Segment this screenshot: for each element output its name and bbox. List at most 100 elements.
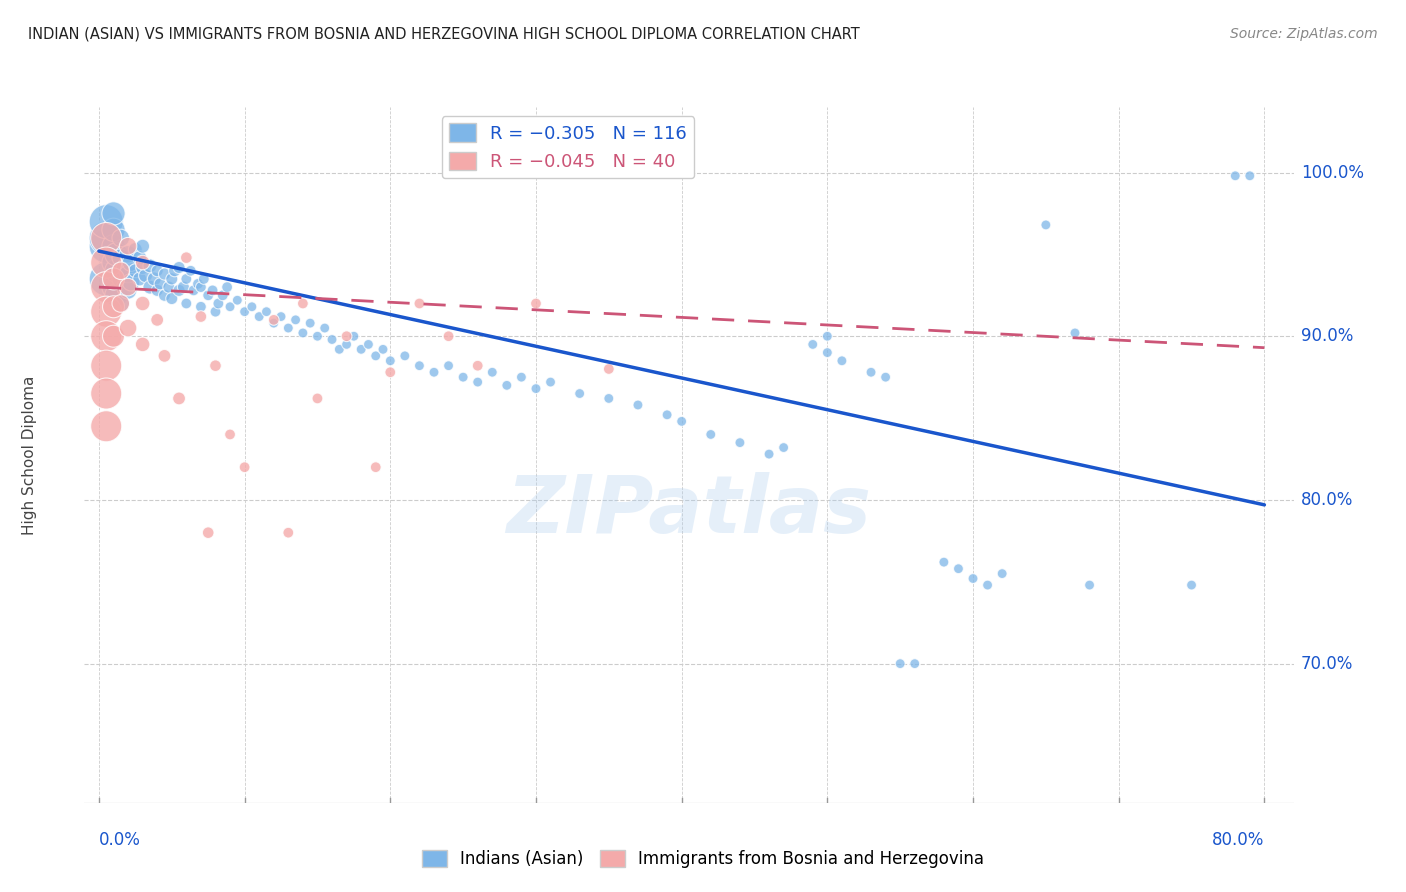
Point — [139, 280, 162, 294]
Point — [291, 326, 314, 340]
Point — [263, 316, 285, 330]
Point — [110, 296, 132, 310]
Point — [256, 304, 278, 318]
Point — [437, 329, 460, 343]
Point — [131, 239, 153, 253]
Point — [105, 288, 128, 302]
Point — [135, 268, 157, 283]
Point — [117, 239, 139, 253]
Text: 80.0%: 80.0% — [1301, 491, 1353, 509]
Point — [270, 310, 292, 324]
Point — [167, 392, 190, 406]
Point — [343, 329, 366, 343]
Point — [146, 313, 169, 327]
Point — [197, 525, 219, 540]
Point — [146, 284, 169, 298]
Point — [120, 275, 142, 289]
Text: 0.0%: 0.0% — [98, 830, 141, 848]
Point — [233, 460, 256, 475]
Point — [364, 349, 387, 363]
Point — [96, 304, 118, 318]
Point — [117, 247, 139, 261]
Point — [284, 313, 307, 327]
Point — [167, 284, 190, 298]
Point — [96, 419, 118, 434]
Point — [149, 277, 172, 291]
Point — [153, 267, 176, 281]
Point — [277, 525, 299, 540]
Point — [408, 296, 430, 310]
Point — [328, 343, 350, 357]
Point — [962, 572, 984, 586]
Point — [190, 300, 212, 314]
Point — [187, 277, 209, 291]
Point — [163, 264, 186, 278]
Point — [655, 408, 678, 422]
Legend: R = −0.305   N = 116, R = −0.045   N = 40: R = −0.305 N = 116, R = −0.045 N = 40 — [441, 116, 695, 178]
Point — [394, 349, 416, 363]
Point — [193, 272, 215, 286]
Point — [627, 398, 650, 412]
Point — [176, 251, 198, 265]
Point — [103, 206, 125, 220]
Point — [451, 370, 474, 384]
Point — [700, 427, 723, 442]
Point — [815, 345, 838, 359]
Point — [247, 310, 270, 324]
Point — [167, 260, 190, 275]
Point — [139, 259, 162, 273]
Point — [96, 231, 118, 245]
Text: 90.0%: 90.0% — [1301, 327, 1353, 345]
Point — [991, 566, 1014, 581]
Point — [380, 353, 402, 368]
Point — [350, 343, 373, 357]
Point — [190, 310, 212, 324]
Point — [105, 264, 128, 278]
Point — [1225, 169, 1247, 183]
Point — [131, 255, 153, 269]
Point — [598, 362, 620, 376]
Point — [299, 316, 322, 330]
Point — [904, 657, 927, 671]
Point — [103, 272, 125, 286]
Point — [671, 414, 693, 428]
Point — [160, 272, 183, 286]
Point — [467, 359, 489, 373]
Point — [263, 313, 285, 327]
Text: INDIAN (ASIAN) VS IMMIGRANTS FROM BOSNIA AND HERZEGOVINA HIGH SCHOOL DIPLOMA COR: INDIAN (ASIAN) VS IMMIGRANTS FROM BOSNIA… — [28, 27, 860, 42]
Point — [197, 288, 219, 302]
Point — [889, 657, 911, 671]
Point — [423, 365, 446, 379]
Point — [96, 272, 118, 286]
Point — [277, 321, 299, 335]
Point — [307, 329, 329, 343]
Point — [481, 365, 503, 379]
Point — [815, 329, 838, 343]
Point — [103, 223, 125, 237]
Legend: Indians (Asian), Immigrants from Bosnia and Herzegovina: Indians (Asian), Immigrants from Bosnia … — [415, 843, 991, 875]
Point — [176, 272, 198, 286]
Point — [364, 460, 387, 475]
Text: ZIPatlas: ZIPatlas — [506, 472, 872, 549]
Text: 100.0%: 100.0% — [1301, 163, 1364, 182]
Point — [153, 288, 176, 302]
Point — [598, 392, 620, 406]
Point — [96, 359, 118, 373]
Text: Source: ZipAtlas.com: Source: ZipAtlas.com — [1230, 27, 1378, 41]
Point — [207, 296, 229, 310]
Point — [226, 293, 249, 308]
Point — [204, 304, 226, 318]
Point — [180, 264, 202, 278]
Point — [233, 304, 256, 318]
Point — [948, 562, 970, 576]
Point — [176, 296, 198, 310]
Point — [105, 247, 128, 261]
Point — [190, 280, 212, 294]
Point — [117, 280, 139, 294]
Point — [124, 264, 146, 278]
Point — [801, 337, 824, 351]
Point — [875, 370, 897, 384]
Point — [758, 447, 780, 461]
Point — [96, 239, 118, 253]
Point — [1180, 578, 1202, 592]
